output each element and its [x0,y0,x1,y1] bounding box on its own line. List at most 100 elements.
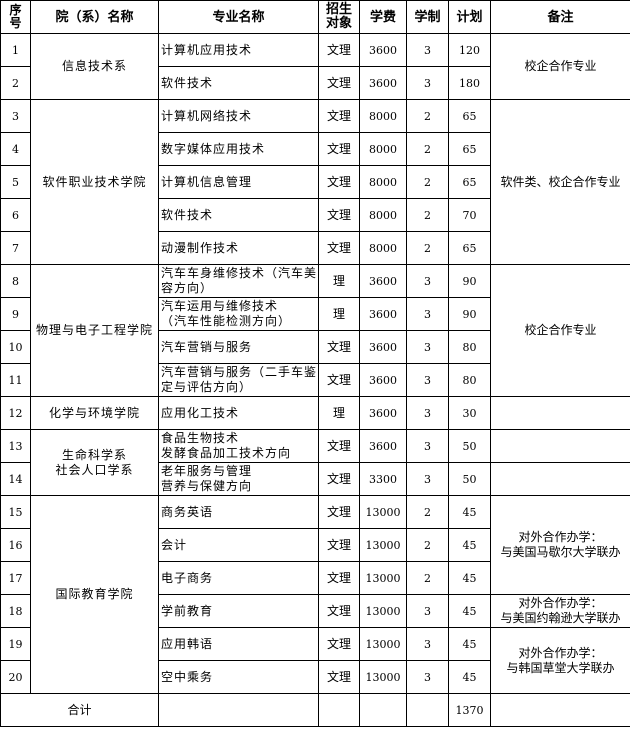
total-label: 合计 [0,693,159,727]
enrollment-target: 文理 [318,561,360,595]
major-name: 计算机应用技术 [158,33,319,67]
table-row: 18 学前教育 文理 13000 3 45 对外合作办学： 与美国约翰逊大学联办 [0,594,630,628]
row-number: 9 [0,297,31,331]
row-number: 17 [0,561,31,595]
study-years: 3 [406,429,449,463]
study-years: 2 [406,561,449,595]
enrollment-plan: 120 [448,33,491,67]
remark: 对外合作办学： 与美国约翰逊大学联办 [490,594,630,628]
tuition-fee: 3600 [359,297,407,331]
study-years: 3 [406,33,449,67]
enrollment-plan: 65 [448,231,491,265]
tuition-fee: 13000 [359,528,407,562]
major-name: 汽车车身维修技术（汽车美容方向） [158,264,319,298]
enrollment-plan: 50 [448,429,491,463]
major-name: 数字媒体应用技术 [158,132,319,166]
total-remark-empty [490,693,630,727]
remark: 对外合作办学： 与韩国草堂大学联办 [490,627,630,694]
enrollment-plan: 45 [448,528,491,562]
tuition-fee: 8000 [359,132,407,166]
study-years: 2 [406,99,449,133]
study-years: 2 [406,132,449,166]
study-years: 3 [406,627,449,661]
major-name: 食品生物技术 发酵食品加工技术方向 [158,429,319,463]
row-number: 7 [0,231,31,265]
row-number: 8 [0,264,31,298]
enrollment-plan: 45 [448,594,491,628]
total-major-empty [158,693,319,727]
tuition-fee: 13000 [359,594,407,628]
table-row: 6 软件技术 文理 8000 2 70 [0,198,630,232]
tuition-fee: 13000 [359,561,407,595]
major-name: 动漫制作技术 [158,231,319,265]
row-number: 1 [0,33,31,67]
enrollment-plan: 45 [448,561,491,595]
enrollment-target: 理 [318,396,360,430]
enrollment-plan: 45 [448,660,491,694]
major-name: 学前教育 [158,594,319,628]
remark [490,462,630,496]
study-years: 3 [406,66,449,100]
row-number: 14 [0,462,31,496]
row-number: 3 [0,99,31,133]
enrollment-plan: 45 [448,495,491,529]
study-years: 3 [406,264,449,298]
table-row: 16 会计 文理 13000 2 45 [0,528,630,562]
enrollment-plan: 180 [448,66,491,100]
department-name: 生命科学系 社会人口学系 [30,429,159,496]
department-name: 信息技术系 [30,33,159,100]
enrollment-plan: 90 [448,264,491,298]
row-number: 4 [0,132,31,166]
total-target-empty [318,693,360,727]
study-years: 2 [406,495,449,529]
enrollment-target: 文理 [318,429,360,463]
enrollment-plan: 65 [448,132,491,166]
enrollment-target: 文理 [318,165,360,199]
enrollment-target: 文理 [318,99,360,133]
row-number: 11 [0,363,31,397]
enrollment-plan: 65 [448,99,491,133]
tuition-fee: 3600 [359,330,407,364]
enrollment-plan: 45 [448,627,491,661]
enrollment-target: 文理 [318,33,360,67]
table-row: 19 应用韩语 文理 13000 3 45 对外合作办学： 与韩国草堂大学联办 [0,627,630,694]
row-number: 16 [0,528,31,562]
table-row: 2 软件技术 文理 3600 3 180 [0,66,630,100]
header-fee: 学费 [359,0,407,34]
major-name: 电子商务 [158,561,319,595]
total-fee-empty [359,693,407,727]
tuition-fee: 3300 [359,462,407,496]
total-plan: 1370 [448,693,491,727]
header-years: 学制 [406,0,449,34]
table-row: 12 化学与环境学院 应用化工技术理 3600 3 30 [0,396,630,430]
header-department: 院（系）名称 [30,0,159,34]
study-years: 3 [406,462,449,496]
tuition-fee: 13000 [359,627,407,661]
table-row: 15 国际教育学院 商务英语 文理 13000 2 45 对外合作办学： 与美国马歇尔大学联办 [0,495,630,694]
study-years: 3 [406,594,449,628]
study-years: 2 [406,165,449,199]
major-name: 计算机信息管理 [158,165,319,199]
row-number: 2 [0,66,31,100]
enrollment-target: 文理 [318,627,360,661]
row-number: 13 [0,429,31,463]
table-row: 13 生命科学系 社会人口学系 食品生物技术 发酵食品加工技术方向 文理 3600 3 50 [0,429,630,496]
enrollment-plan: 65 [448,165,491,199]
tuition-fee: 3600 [359,363,407,397]
row-number: 15 [0,495,31,529]
remark [490,429,630,463]
enrollment-target: 文理 [318,495,360,529]
table-row: 11 汽车营销与服务（二手车鉴定与评估方向） 文理 3600 3 80 [0,363,630,397]
remark: 对外合作办学： 与美国马歇尔大学联办 [490,495,630,595]
row-number: 6 [0,198,31,232]
header-no: 序号 [0,0,31,34]
total-row: 合计 1370 [0,693,630,727]
department-name: 软件职业技术学院 [30,99,159,265]
enrollment-target: 理 [318,297,360,331]
remark: 软件类、校企合作专业 [490,99,630,265]
major-name: 应用化工技术 [158,396,319,430]
header-plan: 计划 [448,0,491,34]
major-name: 软件技术 [158,66,319,100]
table-row: 3 软件职业技术学院 计算机网络技术 文理 8000 2 65 软件类、校企合作专业 [0,99,630,265]
